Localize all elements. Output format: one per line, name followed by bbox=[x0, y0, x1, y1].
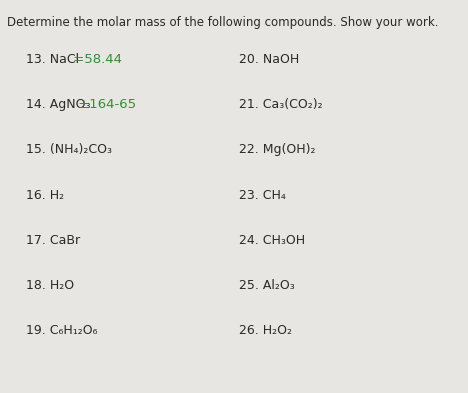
Text: 25. Al₂O₃: 25. Al₂O₃ bbox=[239, 279, 294, 292]
Text: 16. H₂: 16. H₂ bbox=[26, 189, 64, 202]
Text: Determine the molar mass of the following compounds. Show your work.: Determine the molar mass of the followin… bbox=[7, 16, 439, 29]
Text: 19. C₆H₁₂O₆: 19. C₆H₁₂O₆ bbox=[26, 324, 97, 337]
Text: =58.44: =58.44 bbox=[69, 53, 122, 66]
Text: 18. H₂O: 18. H₂O bbox=[26, 279, 74, 292]
Text: 17. CaBr: 17. CaBr bbox=[26, 234, 80, 247]
Text: 26. H₂O₂: 26. H₂O₂ bbox=[239, 324, 292, 337]
Text: 22. Mg(OH)₂: 22. Mg(OH)₂ bbox=[239, 143, 315, 156]
Text: ±164-65: ±164-65 bbox=[74, 98, 136, 111]
Text: 14. AgNO₃: 14. AgNO₃ bbox=[26, 98, 90, 111]
Text: 13. NaCl: 13. NaCl bbox=[26, 53, 79, 66]
Text: 24. CH₃OH: 24. CH₃OH bbox=[239, 234, 305, 247]
Text: 21. Ca₃(CO₂)₂: 21. Ca₃(CO₂)₂ bbox=[239, 98, 322, 111]
Text: 20. NaOH: 20. NaOH bbox=[239, 53, 299, 66]
Text: 15. (NH₄)₂CO₃: 15. (NH₄)₂CO₃ bbox=[26, 143, 112, 156]
Text: 23. CH₄: 23. CH₄ bbox=[239, 189, 285, 202]
